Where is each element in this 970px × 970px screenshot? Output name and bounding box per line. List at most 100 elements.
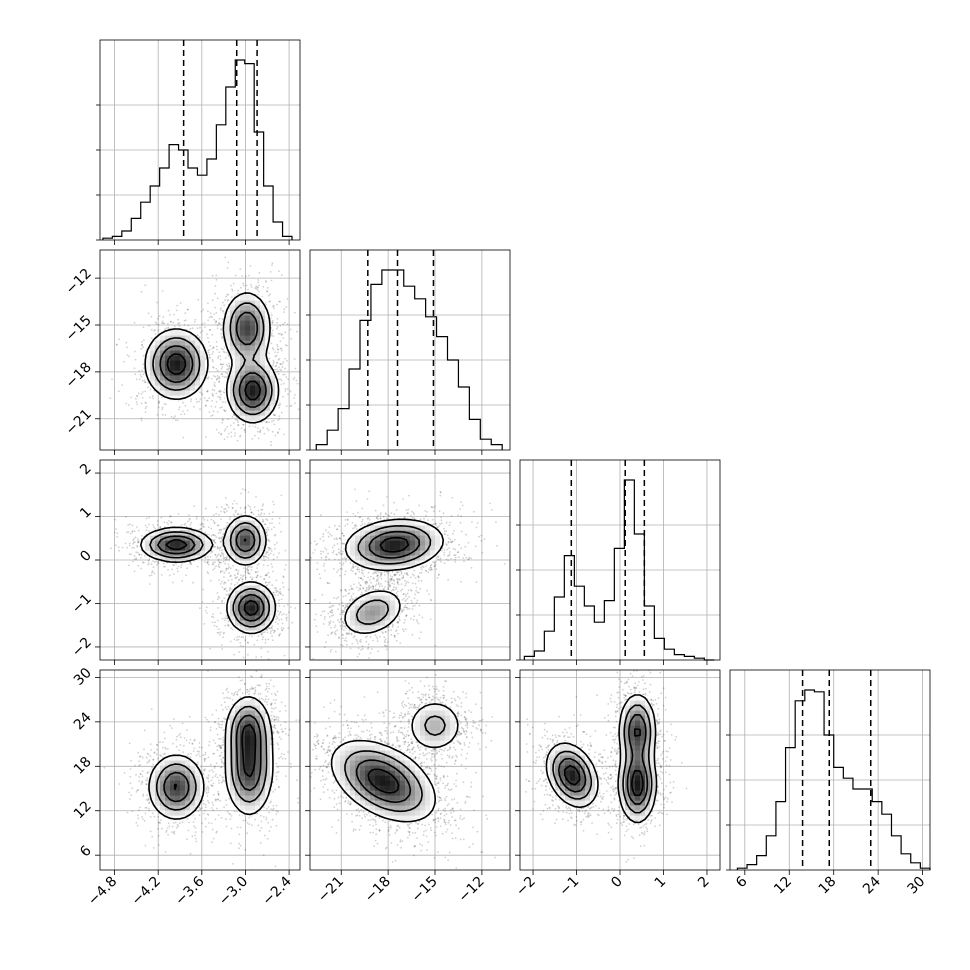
scatter-point [218,579,220,581]
scatter-point [227,563,230,566]
scatter-point [167,323,169,325]
scatter-point [286,359,288,362]
scatter-point [140,375,143,378]
scatter-point [115,343,118,346]
scatter-point [161,406,164,409]
scatter-point [211,333,214,336]
scatter-point [236,581,239,584]
scatter-point [177,318,179,321]
scatter-point [278,592,281,594]
scatter-point [215,341,218,343]
scatter-point [211,615,213,618]
scatter-point [208,341,210,343]
scatter-point [273,534,276,537]
scatter-point [276,326,279,328]
scatter-point [218,529,221,532]
scatter-point [233,414,236,417]
scatter-point [211,388,214,391]
density-cell [145,540,151,546]
scatter-point [223,304,225,306]
scatter-point [216,378,218,381]
scatter-point [219,398,222,401]
scatter-point [280,274,283,277]
density-cell [230,540,236,546]
scatter-point [276,432,279,435]
scatter-point [121,384,123,386]
scatter-point [247,653,249,656]
scatter-point [220,328,223,330]
scatter-point [199,523,202,526]
scatter-point [221,336,223,339]
scatter-point [220,333,223,335]
scatter-point [280,347,283,350]
scatter-point [221,421,224,424]
scatter-point [133,541,136,543]
density-cell [240,330,246,336]
scatter-point [226,293,229,296]
scatter-point [286,603,289,606]
scatter-point [280,618,283,621]
scatter-point [280,592,282,595]
scatter-point [149,396,151,399]
density-cell [140,545,146,551]
scatter-point [219,540,222,543]
scatter-point [127,524,130,526]
scatter-point [278,613,280,616]
density-cell [260,370,266,376]
scatter-point [272,361,275,364]
scatter-point [287,393,289,396]
scatter-point [227,433,230,435]
scatter-point [188,514,190,516]
scatter-point [285,617,287,620]
scatter-point [221,537,223,539]
scatter-point [307,272,309,274]
density-cell [230,375,236,381]
scatter-point [147,312,150,315]
scatter-point [273,307,275,309]
hist-panel-3 [726,669,931,871]
scatter-point [261,505,264,507]
scatter-point [297,408,300,411]
scatter-point [265,529,268,531]
scatter-point [133,547,135,549]
scatter-point [288,611,290,613]
scatter-point [190,398,193,401]
scatter-point [227,579,230,582]
scatter-point [210,415,213,417]
scatter-point [224,624,227,627]
scatter-point [141,343,143,346]
scatter-point [294,402,296,405]
scatter-point [117,546,120,548]
scatter-point [272,558,275,561]
scatter-point [199,331,202,334]
scatter-point [145,517,148,520]
density-cell [235,610,241,616]
density-cell [180,380,186,386]
density-cell [160,375,166,381]
scatter-point [266,290,268,293]
scatter-point [157,562,159,564]
scatter-point [282,395,284,398]
scatter-point [229,516,232,518]
scatter-point [279,368,281,371]
scatter-point [160,574,163,576]
scatter-point [217,323,220,325]
scatter-point [206,390,209,393]
scatter-point [295,379,298,382]
scatter-point [296,330,298,333]
scatter-point [156,301,158,304]
scatter-point [239,642,242,644]
scatter-point [279,591,281,593]
scatter-point [204,557,207,559]
density-cell [245,320,251,326]
scatter-point [201,522,203,525]
scatter-point [263,631,266,633]
density-cell [175,340,181,346]
scatter-point [184,522,187,525]
scatter-point [225,295,227,298]
scatter-point [218,317,221,320]
scatter-point [283,605,286,608]
scatter-point [241,578,244,581]
hist-panel-0 [96,39,301,241]
scatter-point [239,434,242,437]
